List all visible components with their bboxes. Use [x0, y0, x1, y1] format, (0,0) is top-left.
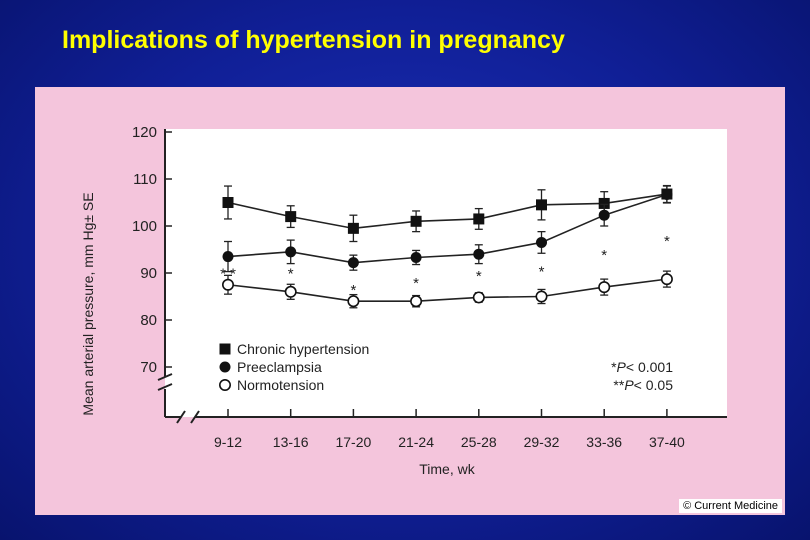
line-chart: 70 80 90 100 110 120 9-12 13-16 17-20 21-24 25-28 2…: [80, 124, 727, 477]
data-point: [660, 273, 673, 286]
significance-marker: *: [413, 275, 419, 292]
significance-marker: *: [476, 268, 482, 285]
x-tick-label: 21-24: [398, 434, 434, 450]
significance-marker: *: [288, 266, 294, 283]
legend-label: Normotension: [237, 377, 324, 393]
copyright-credit: © Current Medicine: [679, 499, 782, 513]
data-point: [222, 197, 234, 208]
data-point: [536, 199, 547, 211]
series-line: [227, 278, 668, 302]
data-point: [598, 209, 610, 221]
legend-label: Chronic hypertension: [237, 341, 369, 357]
y-tick-label: 120: [132, 124, 157, 141]
series-normotension: [222, 270, 673, 309]
x-tick-label: 25-28: [461, 434, 497, 450]
x-tick-label: 17-20: [335, 434, 371, 450]
series-line: [227, 193, 668, 230]
slide-title: Implications of hypertension in pregnanc…: [62, 26, 565, 54]
y-tick-label: 90: [140, 265, 157, 282]
x-axis-label: Time, wk: [419, 461, 475, 477]
data-point: [285, 246, 297, 258]
significance-marker: *: [350, 282, 356, 299]
legend-marker: [219, 343, 231, 355]
data-point: [473, 213, 485, 225]
y-tick-label: 80: [140, 312, 157, 329]
x-tick-label: 37-40: [649, 434, 685, 450]
y-axis-break-mark: [157, 383, 173, 391]
y-tick-label: 110: [133, 171, 157, 188]
data-point: [661, 189, 673, 201]
data-point: [598, 197, 610, 209]
legend-marker: [219, 361, 231, 373]
data-point: [536, 236, 547, 248]
significance-marker: *: [539, 263, 545, 280]
y-tick-label: 70: [140, 359, 157, 376]
x-tick-label: 9-12: [214, 434, 242, 450]
x-tick-label: 33-36: [586, 434, 622, 450]
data-point: [473, 248, 485, 260]
x-tick-label: 13-16: [273, 434, 309, 450]
plot-area: [165, 129, 727, 417]
y-tick-label: 100: [132, 218, 157, 235]
series-line: [227, 193, 668, 264]
series-preeclampsia: [222, 185, 673, 273]
data-point: [598, 281, 611, 294]
data-point: [410, 295, 423, 308]
data-point: [472, 291, 485, 304]
data-point: [347, 257, 359, 269]
x-tick-label: 29-32: [524, 434, 560, 450]
p-value-note: *P< 0.001: [611, 359, 673, 375]
data-point: [222, 278, 235, 291]
legend-label: Preeclampsia: [237, 359, 322, 375]
y-axis-break-mark: [157, 373, 173, 381]
significance-marker: *: [601, 247, 607, 264]
data-point: [410, 251, 422, 263]
data-point: [347, 222, 359, 234]
x-axis-break-mark: [190, 410, 200, 424]
data-point: [410, 215, 422, 227]
x-axis-break-mark: [176, 410, 186, 424]
data-point: [535, 290, 548, 303]
y-axis-label: Mean arterial pressure, mm Hg± SE: [80, 192, 96, 415]
data-point: [222, 251, 234, 263]
significance-marker: *: [664, 233, 670, 250]
legend-marker: [219, 378, 232, 391]
p-value-note: **P< 0.05: [613, 377, 673, 393]
data-point: [347, 295, 360, 308]
figure-panel: 70 80 90 100 110 120 9-12 13-16 17-20 21-24 25-28 2…: [35, 87, 785, 515]
data-point: [285, 211, 297, 223]
data-point: [284, 285, 297, 298]
significance-marker: * *: [220, 266, 236, 283]
